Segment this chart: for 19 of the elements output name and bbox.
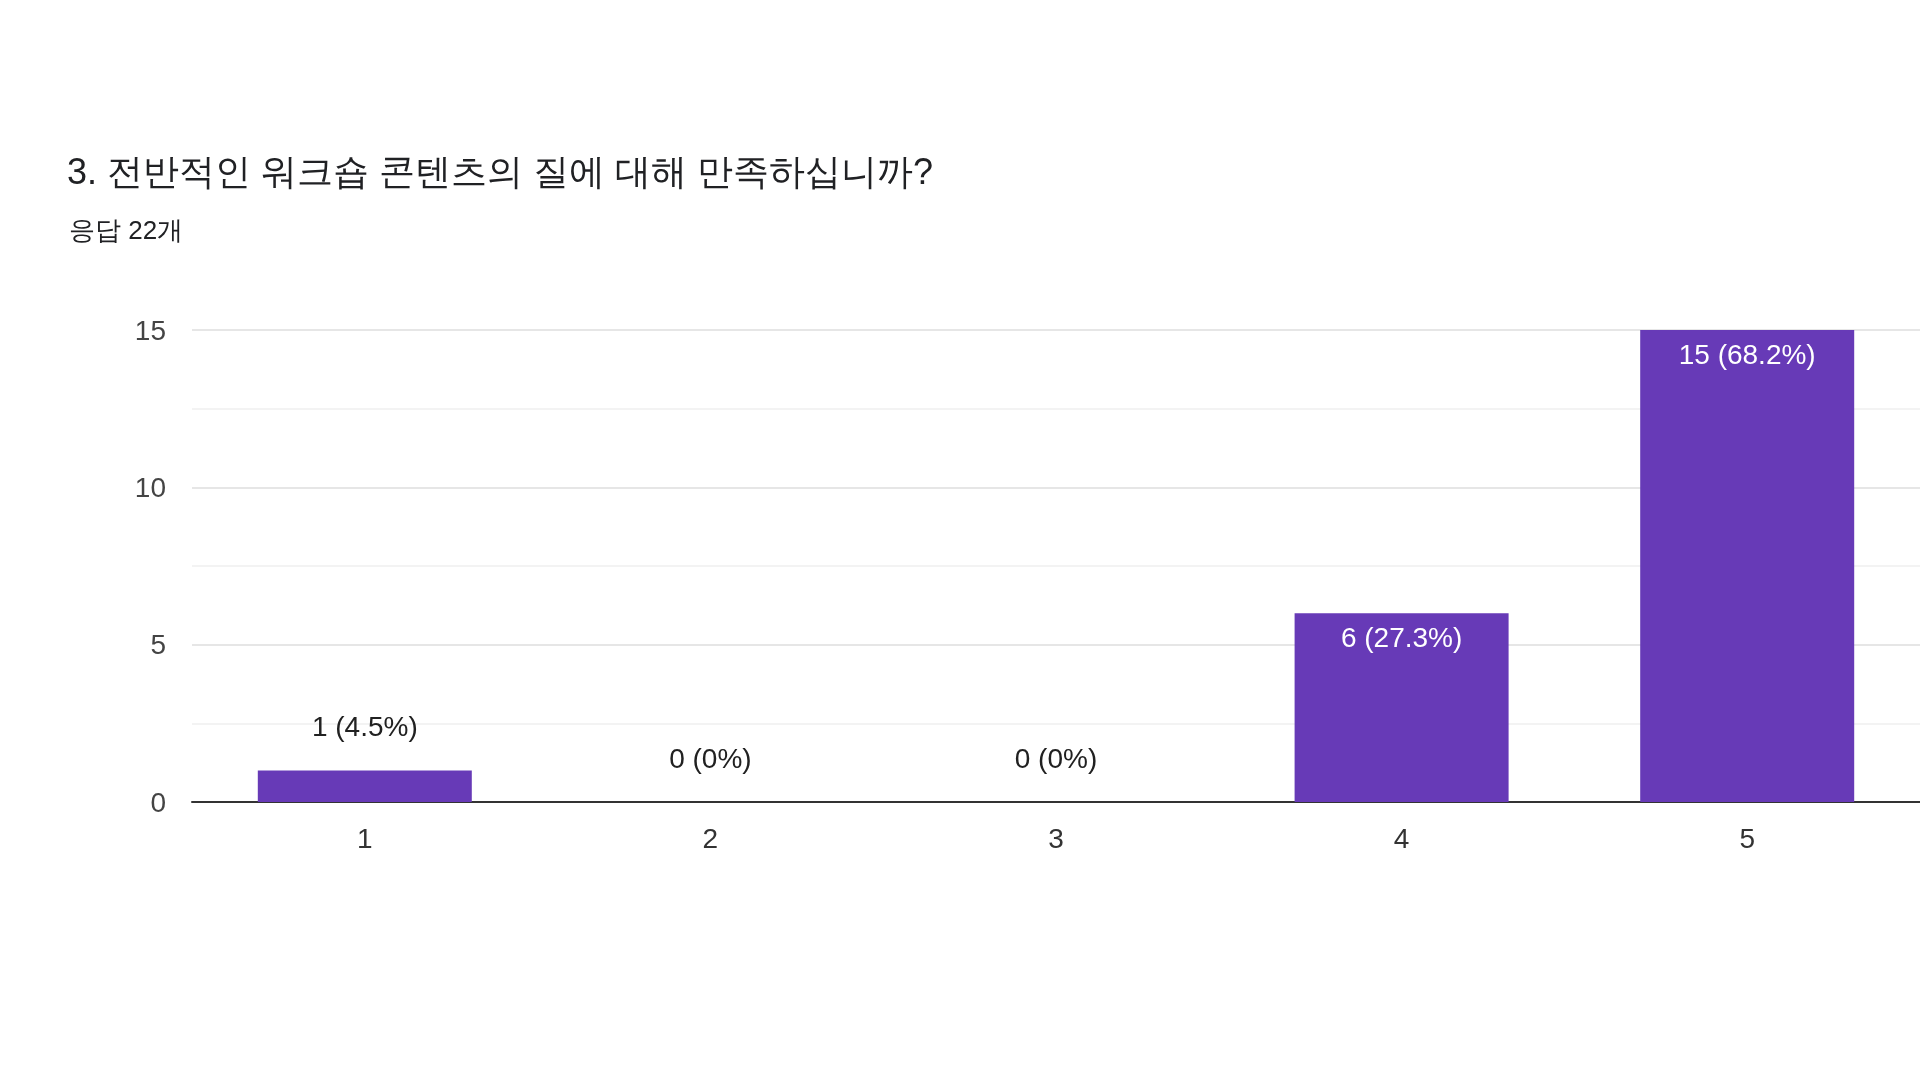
- bar: [257, 770, 472, 802]
- x-tick-label: 3: [1048, 822, 1064, 854]
- y-tick-label: 0: [150, 786, 166, 818]
- y-tick-label: 5: [150, 629, 166, 661]
- x-tick-label: 2: [702, 822, 719, 854]
- data-label: 6 (27.3%): [1340, 621, 1463, 653]
- chart-title: 3. 전반적인 워크숍 콘텐츠의 질에 대해 만족하십니까?: [67, 150, 934, 192]
- data-label: 1 (4.5%): [311, 711, 418, 743]
- y-tick-label: 15: [134, 314, 166, 346]
- data-label: 0 (0%): [669, 742, 752, 774]
- chart-subtitle: 응답 22개: [69, 215, 184, 245]
- data-label: 0 (0%): [1014, 742, 1098, 774]
- data-label: 15 (68.2%): [1678, 338, 1816, 370]
- y-tick-label: 10: [134, 471, 166, 503]
- x-tick-label: 4: [1393, 822, 1410, 854]
- bar: [1294, 613, 1509, 802]
- x-tick-label: 5: [1739, 822, 1755, 854]
- bar: [1640, 330, 1855, 802]
- x-tick-label: 1: [357, 822, 373, 854]
